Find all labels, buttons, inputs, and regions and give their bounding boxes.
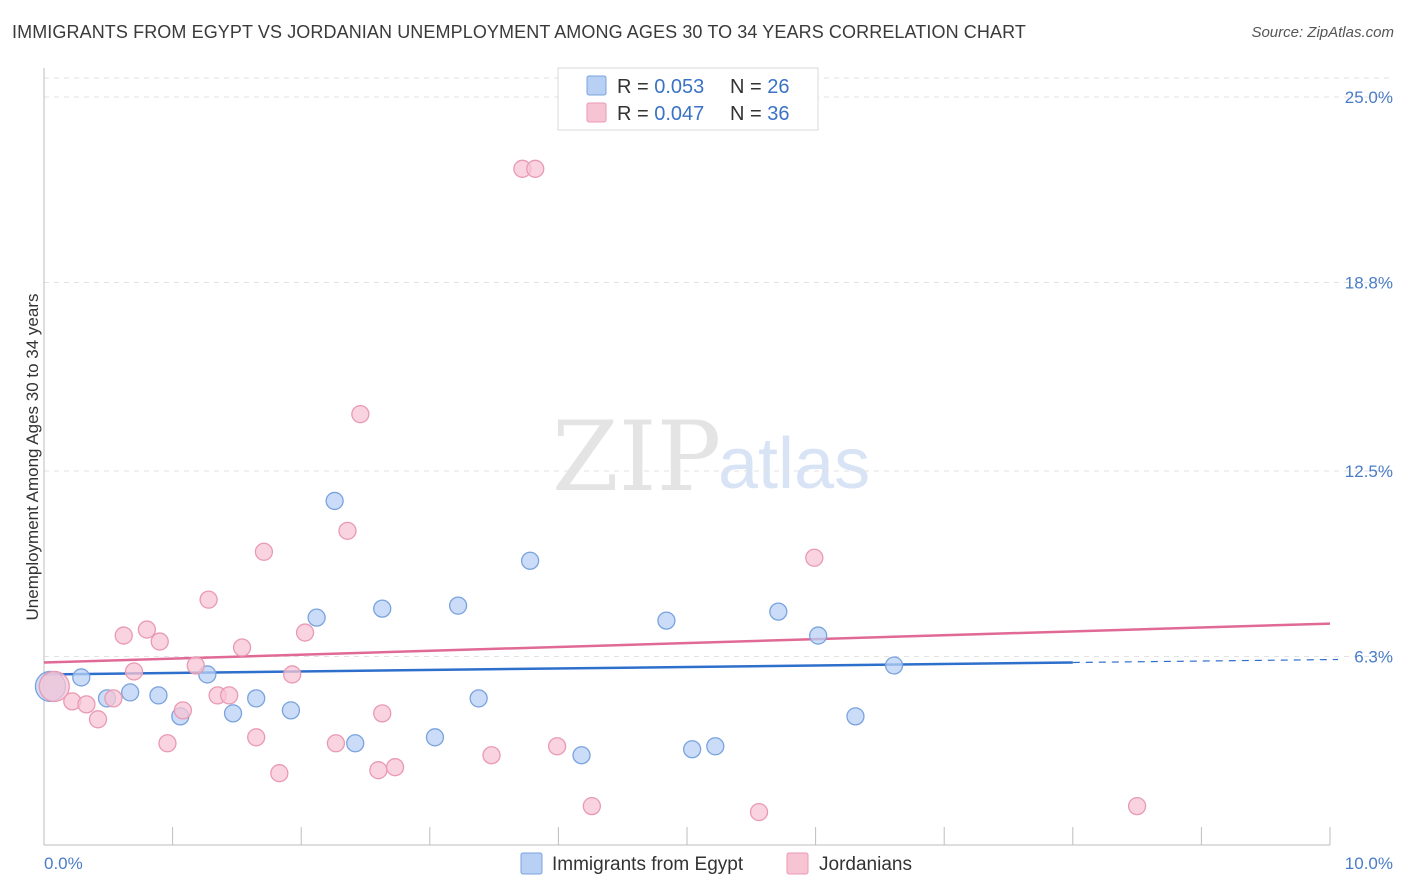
y-tick-label: 12.5% <box>1345 462 1393 481</box>
y-axis-title: Unemployment Among Ages 30 to 34 years <box>23 294 42 621</box>
pink-data-point <box>38 670 70 703</box>
legend-row-jordanians: R = 0.047 <box>617 103 704 125</box>
blue-data-point <box>682 740 702 759</box>
pink-data-point <box>114 626 133 645</box>
pink-trend-line <box>43 622 1331 664</box>
pink-data-point <box>88 710 108 729</box>
y-tick-label: 6.3% <box>1354 648 1393 667</box>
pink-data-point <box>805 548 824 567</box>
pink-data-point <box>749 802 769 822</box>
pink-data-point <box>385 758 405 777</box>
pink-data-point <box>582 796 601 816</box>
y-tick-label: 18.8% <box>1345 274 1393 293</box>
source-label: Source: ZipAtlas.com <box>1251 24 1394 41</box>
blue-data-point <box>325 491 344 511</box>
series-legend: Immigrants from Egypt Jordanians <box>520 852 912 875</box>
pink-data-point <box>199 590 218 609</box>
pink-data-point <box>137 620 157 639</box>
x-tick-label-min: 0.0% <box>44 854 83 873</box>
pink-data-point <box>526 159 545 178</box>
blue-data-point <box>769 602 788 621</box>
pink-data-point <box>338 521 357 540</box>
bottom-legend-swatch-jordanians <box>786 852 809 875</box>
blue-data-point <box>469 689 488 708</box>
watermark-zip: ZIP <box>552 401 721 513</box>
bottom-legend-label-egypt: Immigrants from Egypt <box>552 854 744 875</box>
pink-data-point <box>351 405 370 424</box>
pink-data-point <box>283 665 302 684</box>
chart-title: IMMIGRANTS FROM EGYPT VS JORDANIAN UNEMP… <box>12 22 1026 42</box>
blue-data-point <box>846 707 865 726</box>
pink-data-point <box>369 761 388 780</box>
pink-data-point <box>124 662 144 681</box>
pink-data-point <box>173 701 193 720</box>
blue-data-point <box>149 686 168 705</box>
grid-lines <box>44 77 1393 658</box>
blue-data-point <box>572 746 591 765</box>
y-tick-labels: 25.0% 18.8% 12.5% 6.3% <box>1345 88 1393 667</box>
legend-swatch-jordanians <box>586 102 607 123</box>
pink-data-point <box>104 689 123 708</box>
data-points <box>34 159 1147 822</box>
legend-n-label: N = <box>730 103 767 125</box>
blue-data-point <box>373 599 392 618</box>
blue-trend-extension <box>1072 658 1339 664</box>
pink-data-point <box>295 623 315 642</box>
blue-data-point <box>884 656 904 675</box>
pink-data-point <box>1127 796 1147 816</box>
pink-data-point <box>186 656 205 675</box>
blue-data-point <box>121 683 140 702</box>
blue-data-point <box>706 737 725 756</box>
pink-data-point <box>373 704 392 723</box>
blue-data-point <box>657 611 676 630</box>
legend-n-value: 26 <box>767 76 789 98</box>
pink-data-point <box>158 734 177 753</box>
pink-data-point <box>232 638 252 657</box>
pink-data-point <box>482 746 501 765</box>
pink-data-point <box>270 764 289 783</box>
blue-data-point <box>281 701 301 720</box>
bottom-legend-swatch-egypt <box>520 852 543 875</box>
legend-r-value: 0.047 <box>654 103 704 125</box>
pink-data-point <box>77 695 96 714</box>
y-tick-label: 25.0% <box>1345 88 1393 107</box>
legend-row-jordanians-n: N = 36 <box>730 103 790 125</box>
legend-swatch-egypt <box>586 75 607 96</box>
blue-data-point <box>247 689 266 708</box>
watermark-atlas: atlas <box>718 424 870 504</box>
pink-data-point <box>150 632 169 651</box>
bottom-legend-label-jordanians: Jordanians <box>819 854 912 875</box>
legend-row-egypt: R = 0.053 <box>617 76 704 98</box>
x-tick-label-max: 10.0% <box>1345 854 1393 873</box>
pink-data-point <box>220 686 239 705</box>
x-ticks <box>43 827 1331 845</box>
legend-n-label: N = <box>730 76 767 98</box>
legend-row-egypt-n: N = 26 <box>730 76 790 98</box>
blue-data-point <box>809 626 828 645</box>
blue-data-point <box>223 704 243 723</box>
legend-n-value: 36 <box>767 103 789 125</box>
pink-data-point <box>326 734 346 753</box>
blue-data-point <box>520 551 540 570</box>
legend-r-label: R = <box>617 103 654 125</box>
correlation-legend: R = 0.053 N = 26 R = 0.047 N = 36 <box>557 67 819 131</box>
pink-data-point <box>547 737 567 756</box>
pink-data-point <box>254 542 274 561</box>
legend-r-label: R = <box>617 76 654 98</box>
pink-data-point <box>247 728 266 747</box>
blue-data-point <box>72 668 91 687</box>
blue-data-point <box>346 734 365 753</box>
blue-data-point <box>425 728 445 747</box>
blue-data-point <box>307 608 326 627</box>
blue-data-point <box>448 596 468 615</box>
legend-r-value: 0.053 <box>654 76 704 98</box>
